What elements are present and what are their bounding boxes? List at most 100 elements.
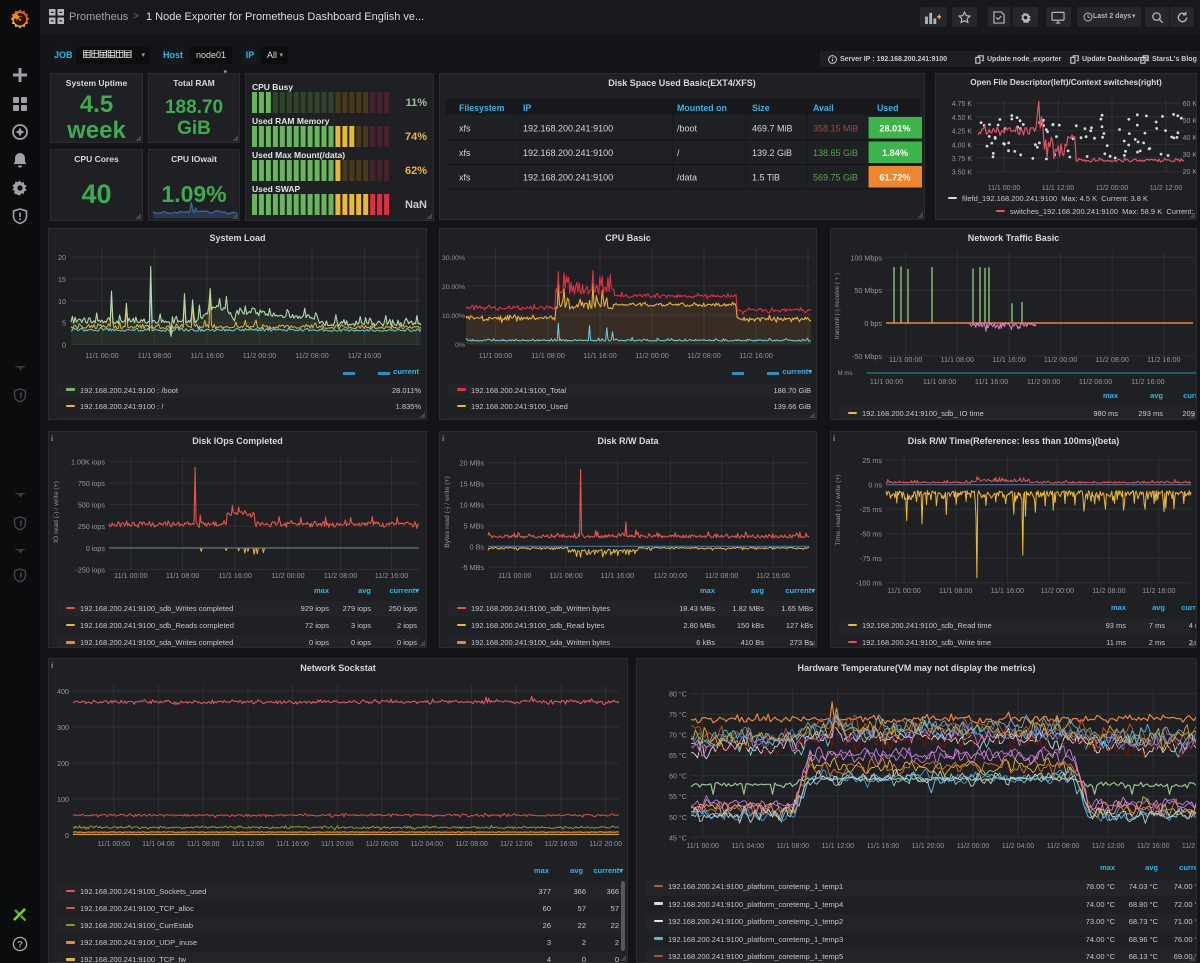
svg-text:Avail: Avail	[813, 103, 834, 113]
svg-text:Filesystem: Filesystem	[459, 103, 505, 113]
svg-text:20 MBs: 20 MBs	[460, 459, 485, 468]
svg-text:0 bps: 0 bps	[864, 319, 882, 328]
svg-text:11/1 08:00: 11/1 08:00	[138, 351, 171, 360]
svg-text:-5 MBs: -5 MBs	[461, 563, 484, 572]
svg-text:11/2 16:00: 11/2 16:00	[545, 841, 578, 848]
svg-text:11/1 00:00: 11/1 00:00	[887, 586, 920, 595]
svg-text:70 °C: 70 °C	[669, 731, 687, 740]
svg-text:750 iops: 750 iops	[78, 479, 106, 488]
svg-text:192.168.200.241:9100: 192.168.200.241:9100	[523, 173, 613, 183]
svg-text:60 °C: 60 °C	[669, 772, 687, 781]
svg-text:11/2 16:00: 11/2 16:00	[756, 571, 789, 580]
svg-text:11/1 20:00: 11/1 20:00	[321, 841, 354, 848]
svg-text:11/1 16:00: 11/1 16:00	[601, 571, 634, 580]
svg-text:/boot: /boot	[677, 124, 698, 134]
svg-text:10.00%: 10.00%	[442, 313, 465, 320]
svg-text:20.00%: 20.00%	[442, 284, 465, 291]
svg-text:5 MBs: 5 MBs	[464, 521, 485, 530]
svg-text:3.50 K: 3.50 K	[952, 170, 973, 177]
svg-text:11/1 16:00: 11/1 16:00	[218, 571, 251, 580]
svg-text:11/2 08:00: 11/2 08:00	[324, 571, 357, 580]
svg-text:11/2 16:00: 11/2 16:00	[739, 351, 772, 360]
svg-text:11/2 04:00: 11/2 04:00	[1002, 843, 1035, 850]
svg-text:Used SWAP: Used SWAP	[252, 184, 301, 194]
svg-text:11/1 04:00: 11/1 04:00	[732, 843, 765, 850]
svg-text:Size: Size	[752, 103, 770, 113]
svg-text:0 ns: 0 ns	[868, 481, 882, 490]
svg-text:11/2 16:00: 11/2 16:00	[1142, 586, 1175, 595]
svg-text:11/1 00:00: 11/1 00:00	[85, 351, 118, 360]
svg-text:469.7 MiB: 469.7 MiB	[752, 124, 793, 134]
svg-text:11/2 04:00: 11/2 04:00	[411, 841, 444, 848]
svg-text:11/2 08:00: 11/2 08:00	[687, 351, 720, 360]
svg-text:Used RAM Memory: Used RAM Memory	[252, 116, 330, 126]
svg-text:10 MBs: 10 MBs	[460, 501, 485, 510]
svg-text:1.84%: 1.84%	[882, 148, 908, 158]
svg-text:-25 ms: -25 ms	[860, 505, 882, 514]
svg-text:NaN: NaN	[405, 199, 427, 211]
svg-text:11/1 08:00: 11/1 08:00	[531, 351, 564, 360]
svg-text:IO read (-) / write (+): IO read (-) / write (+)	[53, 481, 60, 543]
svg-text:M ms: M ms	[837, 370, 852, 377]
svg-text:74%: 74%	[405, 131, 427, 143]
svg-text:-50 Mbps: -50 Mbps	[852, 352, 882, 361]
svg-text:250 iops: 250 iops	[78, 522, 106, 531]
svg-text:30 K: 30 K	[1183, 152, 1197, 159]
svg-text:Time. read (-) / write (+): Time. read (-) / write (+)	[835, 474, 842, 545]
svg-text:11%: 11%	[406, 97, 428, 109]
svg-text:1.5 TiB: 1.5 TiB	[752, 173, 780, 183]
svg-text:11/2 00:00: 11/2 00:00	[366, 841, 399, 848]
svg-text:transmit (-) /receive ( + ): transmit (-) /receive ( + )	[834, 273, 841, 339]
svg-text:-250 iops: -250 iops	[75, 565, 105, 574]
svg-text:11/2 16:00: 11/2 16:00	[1131, 377, 1164, 386]
svg-text:?: ?	[17, 939, 23, 950]
svg-text:11/2 08:00: 11/2 08:00	[295, 351, 328, 360]
svg-text:15: 15	[58, 275, 66, 284]
svg-text:4.50 K: 4.50 K	[952, 115, 973, 122]
svg-text:11/2 00:00: 11/2 00:00	[1041, 586, 1074, 595]
svg-text:11/1 08:00: 11/1 08:00	[941, 355, 974, 364]
svg-text:500 iops: 500 iops	[78, 501, 106, 510]
svg-text:11/1 20:00: 11/1 20:00	[912, 843, 945, 850]
svg-text:11/1 00:00: 11/1 00:00	[988, 185, 1021, 192]
svg-text:0 Bs: 0 Bs	[470, 542, 485, 551]
svg-text:/data: /data	[677, 173, 697, 183]
svg-text:11/1 00:00: 11/1 00:00	[479, 351, 512, 360]
svg-text:11/2 00:00: 11/2 00:00	[271, 571, 304, 580]
svg-text:11/1 08:00: 11/1 08:00	[923, 377, 956, 386]
svg-text:11/2 00:00: 11/2 00:00	[243, 351, 276, 360]
svg-text:11/2 00:00: 11/2 00:00	[1044, 355, 1077, 364]
svg-text:11/1 04:00: 11/1 04:00	[142, 841, 175, 848]
svg-text:Used: Used	[877, 103, 899, 113]
svg-text:CPU Busy: CPU Busy	[252, 82, 293, 92]
svg-text:/: /	[677, 148, 680, 158]
svg-text:11/1 00:00: 11/1 00:00	[870, 377, 903, 386]
svg-text:569.75 GiB: 569.75 GiB	[813, 173, 858, 183]
svg-text:50 Mbps: 50 Mbps	[854, 286, 882, 295]
svg-text:11/2 20:00: 11/2 20:00	[1182, 843, 1197, 850]
svg-text:11/2 08:00: 11/2 08:00	[455, 841, 488, 848]
svg-text:11/2 16:00: 11/2 16:00	[348, 351, 381, 360]
svg-text:15 MBs: 15 MBs	[460, 480, 485, 489]
svg-text:11/2 00:00: 11/2 00:00	[1096, 185, 1129, 192]
svg-text:192.168.200.241:9100: 192.168.200.241:9100	[523, 124, 613, 134]
svg-text:5: 5	[62, 319, 66, 328]
svg-text:4.25 K: 4.25 K	[952, 129, 973, 136]
svg-text:0%: 0%	[455, 342, 465, 349]
svg-text:11/2 00:00: 11/2 00:00	[957, 843, 990, 850]
svg-text:45 °C: 45 °C	[669, 833, 687, 842]
svg-text:20 K: 20 K	[1183, 169, 1197, 176]
svg-text:xfs: xfs	[459, 148, 471, 158]
svg-text:65 °C: 65 °C	[669, 751, 687, 760]
svg-text:11/1 16:00: 11/1 16:00	[276, 841, 309, 848]
svg-text:11/1 16:00: 11/1 16:00	[190, 351, 223, 360]
svg-text:11/1 08:00: 11/1 08:00	[549, 571, 582, 580]
svg-text:10: 10	[58, 297, 66, 306]
svg-text:0: 0	[62, 341, 66, 350]
svg-text:50 K: 50 K	[1183, 118, 1197, 125]
svg-text:60 K: 60 K	[1183, 101, 1197, 108]
svg-text:11/2 08:00: 11/2 08:00	[1079, 377, 1112, 386]
svg-text:11/1 16:00: 11/1 16:00	[867, 843, 900, 850]
svg-text:IP: IP	[523, 103, 531, 113]
svg-text:11/1 00:00: 11/1 00:00	[97, 841, 130, 848]
